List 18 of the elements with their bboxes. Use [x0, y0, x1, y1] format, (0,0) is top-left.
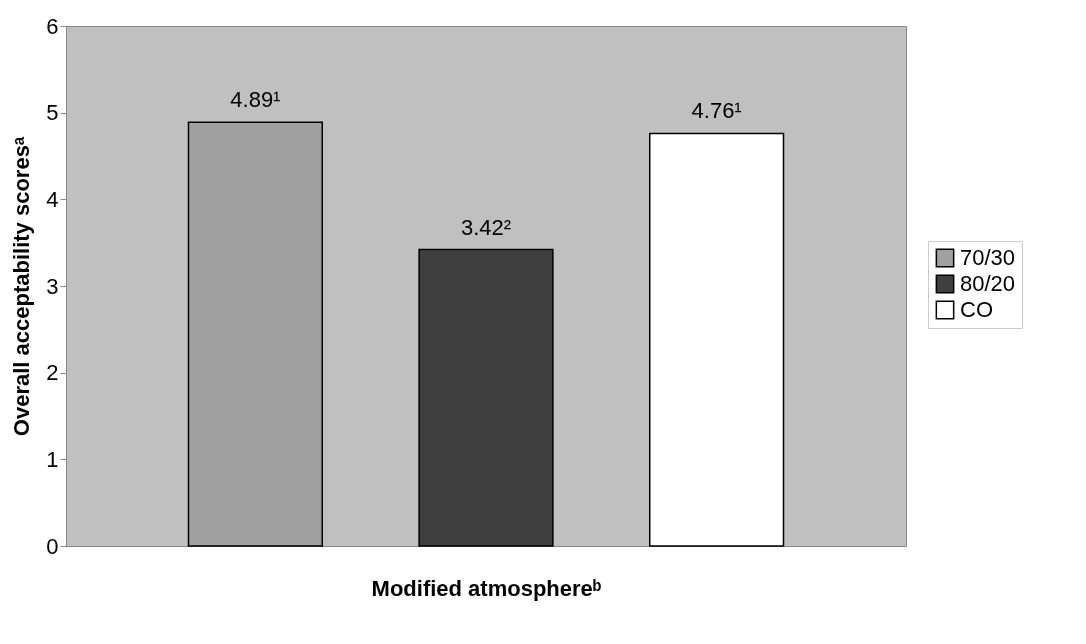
- y-tick-label: 3: [46, 273, 59, 299]
- data-label: 4.89¹: [230, 87, 281, 113]
- y-tick-label: 4: [46, 186, 59, 212]
- bar: [187, 121, 323, 547]
- x-axis-title: Modified atmosphereᵇ: [371, 575, 602, 601]
- bar: [418, 248, 554, 547]
- legend-label: 80/20: [960, 271, 1016, 296]
- y-tick-label: 1: [46, 446, 59, 472]
- y-tick-label: 0: [46, 533, 59, 559]
- y-tick-label: 6: [46, 13, 59, 39]
- data-label: 4.76¹: [691, 98, 742, 124]
- legend-label: CO: [960, 297, 993, 322]
- y-axis-title: Overall acceptability scoresᵃ: [9, 136, 35, 437]
- bar: [649, 132, 785, 547]
- y-tick-label: 2: [46, 360, 59, 386]
- legend-label: 70/30: [960, 245, 1016, 270]
- y-tick-label: 5: [46, 100, 59, 126]
- data-label: 3.42²: [460, 214, 512, 240]
